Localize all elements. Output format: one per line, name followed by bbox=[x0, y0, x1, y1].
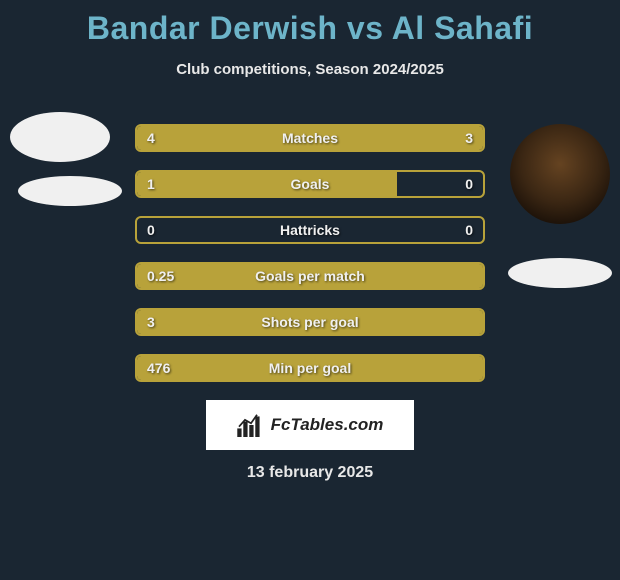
stat-row: Hattricks 0 0 bbox=[135, 216, 485, 244]
player-right-avatar bbox=[510, 124, 610, 224]
stat-label: Matches bbox=[282, 130, 338, 146]
comparison-title: Bandar Derwish vs Al Sahafi bbox=[0, 0, 620, 47]
stat-value-left: 0.25 bbox=[147, 268, 174, 284]
snapshot-date: 13 february 2025 bbox=[0, 464, 620, 482]
watermark-badge: FcTables.com bbox=[206, 400, 414, 450]
stat-label: Min per goal bbox=[269, 360, 351, 376]
chart-icon bbox=[237, 413, 265, 437]
watermark-text: FcTables.com bbox=[271, 415, 384, 435]
stat-row: Matches 4 3 bbox=[135, 124, 485, 152]
stat-row: Goals 1 0 bbox=[135, 170, 485, 198]
stat-row: Goals per match 0.25 bbox=[135, 262, 485, 290]
stat-value-left: 1 bbox=[147, 176, 155, 192]
stat-bar-left bbox=[137, 172, 397, 196]
stat-row: Shots per goal 3 bbox=[135, 308, 485, 336]
stat-value-right: 0 bbox=[465, 176, 473, 192]
stat-value-left: 0 bbox=[147, 222, 155, 238]
player-left-flag-placeholder bbox=[18, 176, 122, 206]
stat-label: Goals bbox=[291, 176, 330, 192]
stats-container: Matches 4 3 Goals 1 0 Hattricks 0 0 Goals per mat… bbox=[135, 124, 485, 382]
stat-label: Goals per match bbox=[255, 268, 365, 284]
stat-value-left: 3 bbox=[147, 314, 155, 330]
stat-value-left: 4 bbox=[147, 130, 155, 146]
stat-value-right: 3 bbox=[465, 130, 473, 146]
stat-label: Shots per goal bbox=[261, 314, 358, 330]
stat-row: Min per goal 476 bbox=[135, 354, 485, 382]
stat-value-left: 476 bbox=[147, 360, 170, 376]
player-right-flag-placeholder bbox=[508, 258, 612, 288]
player-left-avatar bbox=[10, 112, 110, 162]
stat-bar-right bbox=[334, 126, 483, 150]
comparison-subtitle: Club competitions, Season 2024/2025 bbox=[0, 61, 620, 78]
stat-label: Hattricks bbox=[280, 222, 340, 238]
stat-value-right: 0 bbox=[465, 222, 473, 238]
